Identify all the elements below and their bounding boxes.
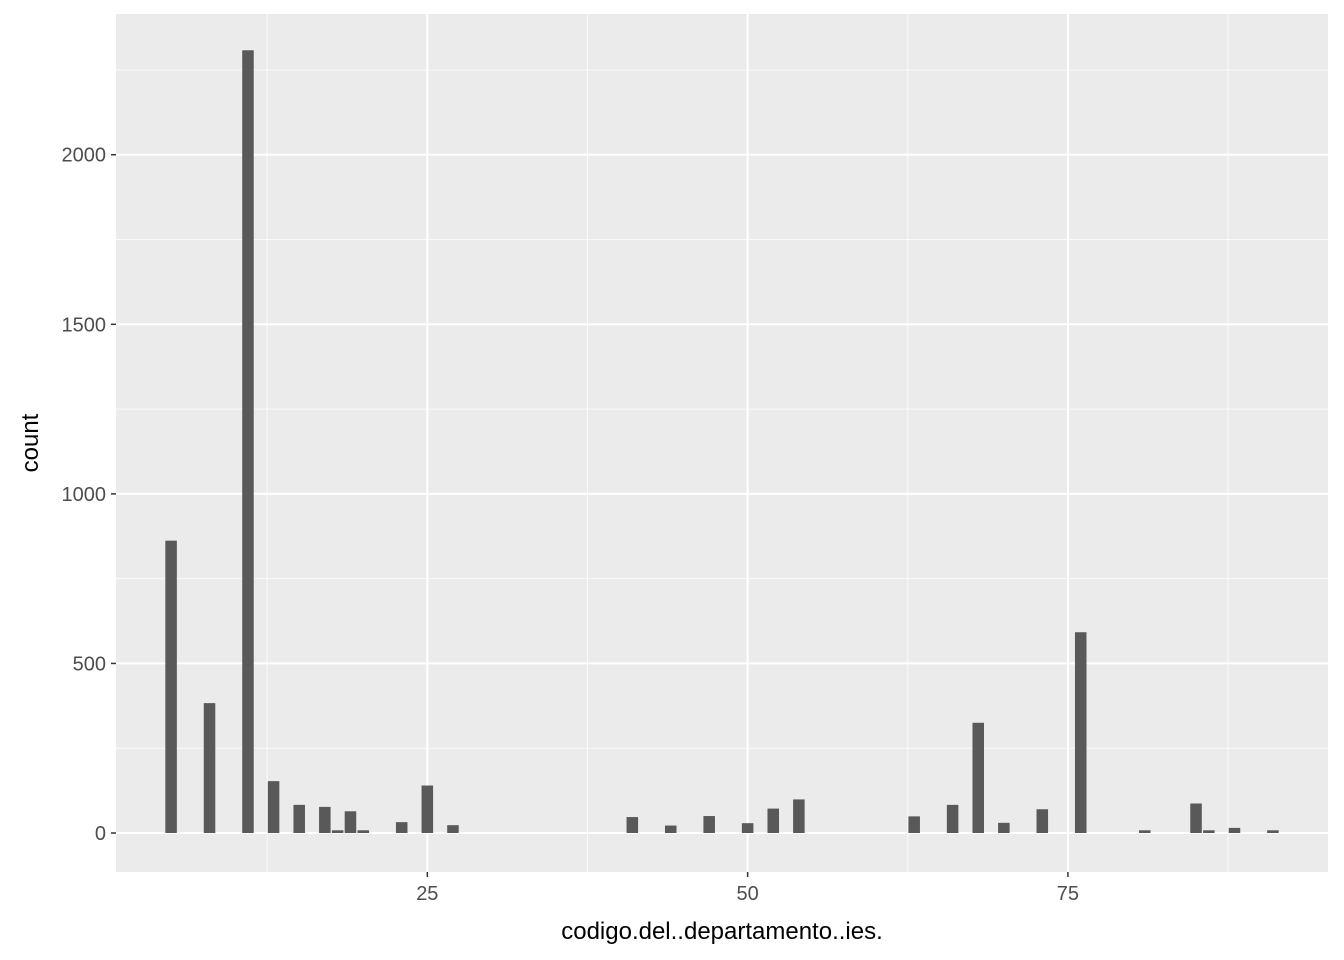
x-axis-title: codigo.del..departamento..ies. — [561, 918, 883, 945]
plot-panel — [116, 14, 1328, 872]
histogram-bar — [998, 822, 1010, 833]
y-tick-label: 1500 — [62, 314, 107, 336]
histogram-bar — [165, 540, 177, 833]
histogram-bar — [357, 830, 370, 833]
major-gridlines — [116, 14, 1328, 872]
x-tick-label: 75 — [1057, 883, 1079, 905]
histogram-bar — [344, 811, 357, 833]
x-tick-label: 25 — [416, 883, 438, 905]
histogram-bar — [793, 799, 805, 833]
histogram-bar — [1190, 803, 1202, 833]
histogram-bar — [1228, 827, 1241, 833]
minor-gridlines — [116, 14, 1328, 872]
histogram-bar — [1036, 809, 1049, 833]
histogram-bar — [447, 825, 459, 833]
histogram-bar — [267, 781, 280, 833]
histogram-bar — [319, 806, 331, 833]
y-tick-label: 500 — [73, 653, 106, 675]
histogram-bar — [1139, 830, 1151, 833]
histogram-bar — [1074, 632, 1087, 833]
histogram-bar — [331, 830, 344, 833]
histogram-bar — [421, 785, 434, 833]
histogram-bar — [203, 703, 216, 833]
x-axis: 25 50 75 — [416, 872, 1079, 905]
histogram-bar — [1203, 830, 1215, 833]
histogram-bar — [703, 816, 715, 833]
histogram-bar — [626, 817, 639, 833]
histogram-bar — [293, 804, 305, 833]
y-tick-label: 2000 — [62, 145, 107, 167]
x-tick-label: 50 — [736, 883, 758, 905]
y-axis: 0 500 1000 1500 2000 — [62, 145, 116, 845]
y-tick-label: 1000 — [62, 484, 107, 506]
histogram-bar — [767, 808, 780, 833]
histogram-bar — [908, 816, 920, 833]
y-axis-title: count — [17, 413, 44, 472]
histogram-bar — [242, 50, 254, 833]
histogram-bar — [1267, 830, 1279, 833]
histogram-bar — [741, 823, 754, 833]
histogram-bar — [395, 822, 408, 833]
y-tick-label: 0 — [95, 823, 106, 845]
histogram-bars — [165, 50, 1279, 833]
histogram-bar — [972, 722, 985, 833]
histogram-bar — [946, 804, 959, 833]
histogram-bar — [664, 825, 677, 833]
